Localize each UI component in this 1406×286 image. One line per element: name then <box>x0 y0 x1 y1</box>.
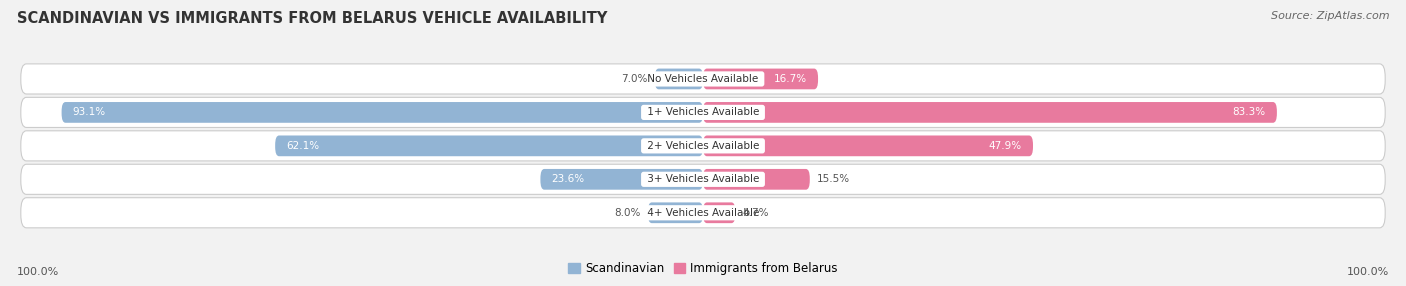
FancyBboxPatch shape <box>655 69 703 89</box>
FancyBboxPatch shape <box>21 198 1385 228</box>
FancyBboxPatch shape <box>703 169 810 190</box>
FancyBboxPatch shape <box>276 136 703 156</box>
FancyBboxPatch shape <box>703 202 735 223</box>
Text: No Vehicles Available: No Vehicles Available <box>644 74 762 84</box>
Legend: Scandinavian, Immigrants from Belarus: Scandinavian, Immigrants from Belarus <box>564 258 842 280</box>
Text: 62.1%: 62.1% <box>287 141 319 151</box>
Text: 100.0%: 100.0% <box>17 267 59 277</box>
FancyBboxPatch shape <box>648 202 703 223</box>
Text: 3+ Vehicles Available: 3+ Vehicles Available <box>644 174 762 184</box>
FancyBboxPatch shape <box>703 102 1277 123</box>
FancyBboxPatch shape <box>21 97 1385 128</box>
Text: 7.0%: 7.0% <box>621 74 648 84</box>
FancyBboxPatch shape <box>540 169 703 190</box>
Text: Source: ZipAtlas.com: Source: ZipAtlas.com <box>1271 11 1389 21</box>
Text: 83.3%: 83.3% <box>1233 108 1265 118</box>
FancyBboxPatch shape <box>21 131 1385 161</box>
Text: 47.9%: 47.9% <box>988 141 1022 151</box>
FancyBboxPatch shape <box>703 136 1033 156</box>
Text: 8.0%: 8.0% <box>614 208 641 218</box>
Text: 2+ Vehicles Available: 2+ Vehicles Available <box>644 141 762 151</box>
Text: 93.1%: 93.1% <box>73 108 105 118</box>
FancyBboxPatch shape <box>703 69 818 89</box>
Text: 4+ Vehicles Available: 4+ Vehicles Available <box>644 208 762 218</box>
Text: 4.7%: 4.7% <box>742 208 769 218</box>
FancyBboxPatch shape <box>21 64 1385 94</box>
FancyBboxPatch shape <box>62 102 703 123</box>
FancyBboxPatch shape <box>21 164 1385 194</box>
Text: SCANDINAVIAN VS IMMIGRANTS FROM BELARUS VEHICLE AVAILABILITY: SCANDINAVIAN VS IMMIGRANTS FROM BELARUS … <box>17 11 607 26</box>
Text: 100.0%: 100.0% <box>1347 267 1389 277</box>
Text: 1+ Vehicles Available: 1+ Vehicles Available <box>644 108 762 118</box>
Text: 23.6%: 23.6% <box>551 174 585 184</box>
Text: 16.7%: 16.7% <box>773 74 807 84</box>
Text: 15.5%: 15.5% <box>817 174 849 184</box>
